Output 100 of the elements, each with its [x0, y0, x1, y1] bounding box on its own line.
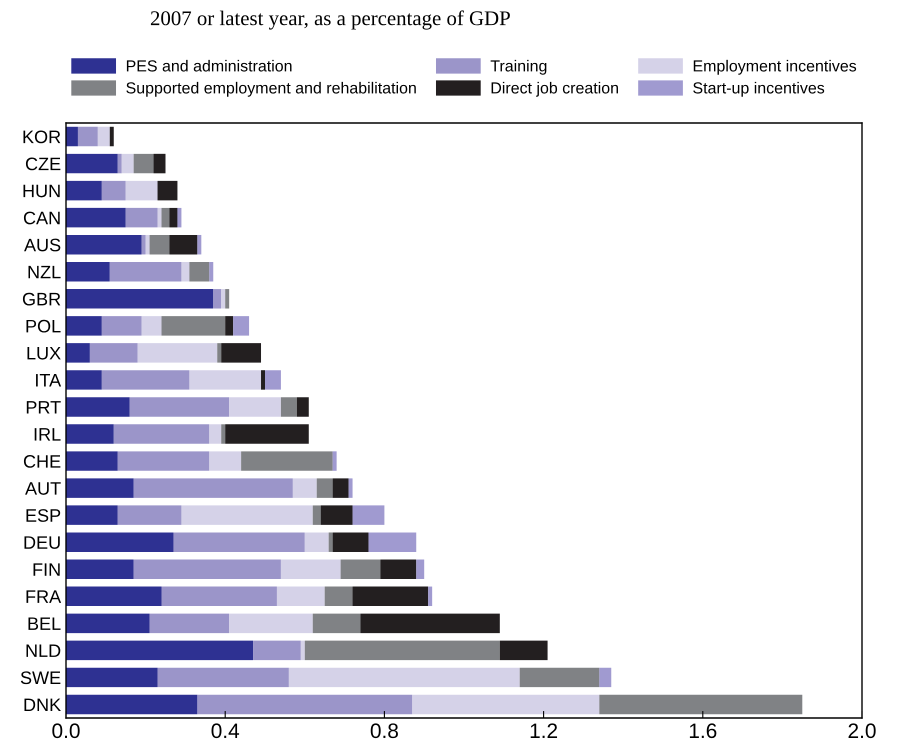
bar — [66, 694, 198, 714]
bar — [181, 505, 313, 525]
bar — [368, 532, 416, 552]
bar — [90, 343, 138, 363]
bar — [265, 370, 281, 390]
bar — [66, 640, 254, 660]
bar — [197, 234, 202, 254]
bar — [296, 397, 309, 417]
bar — [118, 451, 210, 471]
bar — [154, 154, 166, 174]
bar — [225, 289, 230, 309]
bar — [66, 370, 102, 390]
bar — [150, 614, 230, 634]
bar — [138, 343, 218, 363]
y-tick-label: IRL — [34, 428, 61, 441]
bar — [66, 532, 174, 552]
legend-label: PES and administration — [126, 60, 292, 72]
y-tick-label: AUS — [24, 238, 60, 252]
bar — [280, 560, 341, 579]
bar — [158, 668, 289, 688]
legend-label: Direct job creation — [492, 82, 618, 97]
bar — [229, 397, 281, 417]
bar — [312, 505, 321, 525]
bar — [66, 451, 118, 471]
bar — [221, 289, 226, 309]
y-tick-label: BEL — [28, 617, 61, 630]
y-tick-label: FRA — [26, 590, 62, 603]
x-tick-label: 0.8 — [370, 723, 398, 738]
bar — [520, 668, 600, 688]
bar — [134, 154, 154, 174]
bar — [197, 694, 412, 714]
bar — [169, 208, 178, 228]
bar — [98, 126, 110, 146]
y-tick-label: ITA — [36, 374, 62, 386]
legend-label: Start-up incentives — [693, 82, 824, 97]
y-tick-label: LUX — [27, 347, 61, 360]
chart-title: 2007 or latest year, as a percentage of GDP — [150, 10, 510, 30]
legend-label: Training — [490, 60, 546, 75]
bar — [189, 370, 262, 390]
bar — [412, 694, 600, 714]
bar — [66, 234, 142, 254]
bar — [66, 586, 162, 606]
bar — [102, 180, 126, 200]
bar — [300, 640, 305, 660]
bar — [134, 478, 293, 498]
bar — [221, 424, 226, 444]
bar — [130, 397, 230, 417]
bar — [142, 316, 162, 336]
bar — [360, 614, 500, 634]
y-tick-label: SWE — [20, 671, 60, 684]
bar — [134, 560, 281, 579]
x-tick-label: 1.6 — [690, 723, 716, 738]
bar — [66, 289, 214, 309]
bar — [348, 478, 353, 498]
x-tick-label: 0.0 — [52, 723, 80, 738]
bar — [328, 532, 333, 552]
bar — [150, 234, 170, 254]
bar — [352, 505, 384, 525]
y-tick-label: KOR — [23, 130, 60, 144]
bar — [66, 614, 150, 634]
bar — [213, 289, 222, 309]
bar — [66, 505, 118, 525]
bar — [110, 262, 182, 282]
bar — [158, 208, 162, 228]
bar — [181, 262, 190, 282]
bar — [599, 694, 802, 714]
bar — [599, 668, 612, 688]
bar — [110, 126, 114, 146]
bar — [304, 640, 500, 660]
legend-label: Employment incentives — [694, 60, 856, 75]
bar — [126, 208, 158, 228]
y-tick-label: CHE — [24, 455, 60, 468]
legend-label: Supported employment and rehabilitation — [126, 82, 416, 97]
bar — [66, 154, 118, 174]
bar — [66, 478, 134, 498]
bar — [332, 478, 349, 498]
bar — [332, 451, 337, 471]
bar — [122, 154, 134, 174]
bar — [312, 614, 361, 634]
bar — [241, 451, 333, 471]
bar — [126, 180, 158, 200]
bar — [66, 126, 78, 146]
bar — [380, 560, 416, 579]
y-tick-label: HUN — [24, 184, 60, 198]
bar — [66, 208, 126, 228]
bar — [142, 234, 146, 254]
bar — [66, 343, 90, 363]
bar — [146, 234, 150, 254]
bar — [221, 343, 262, 363]
bar — [352, 586, 428, 606]
y-tick-label: AUT — [25, 482, 61, 495]
bar — [416, 560, 424, 579]
bar — [209, 262, 214, 282]
bar — [118, 505, 182, 525]
y-tick-label: POL — [26, 320, 61, 333]
bar — [320, 505, 353, 525]
bar — [209, 451, 242, 471]
bar — [177, 208, 182, 228]
bar — [316, 478, 333, 498]
y-tick-label: PRT — [26, 401, 61, 414]
